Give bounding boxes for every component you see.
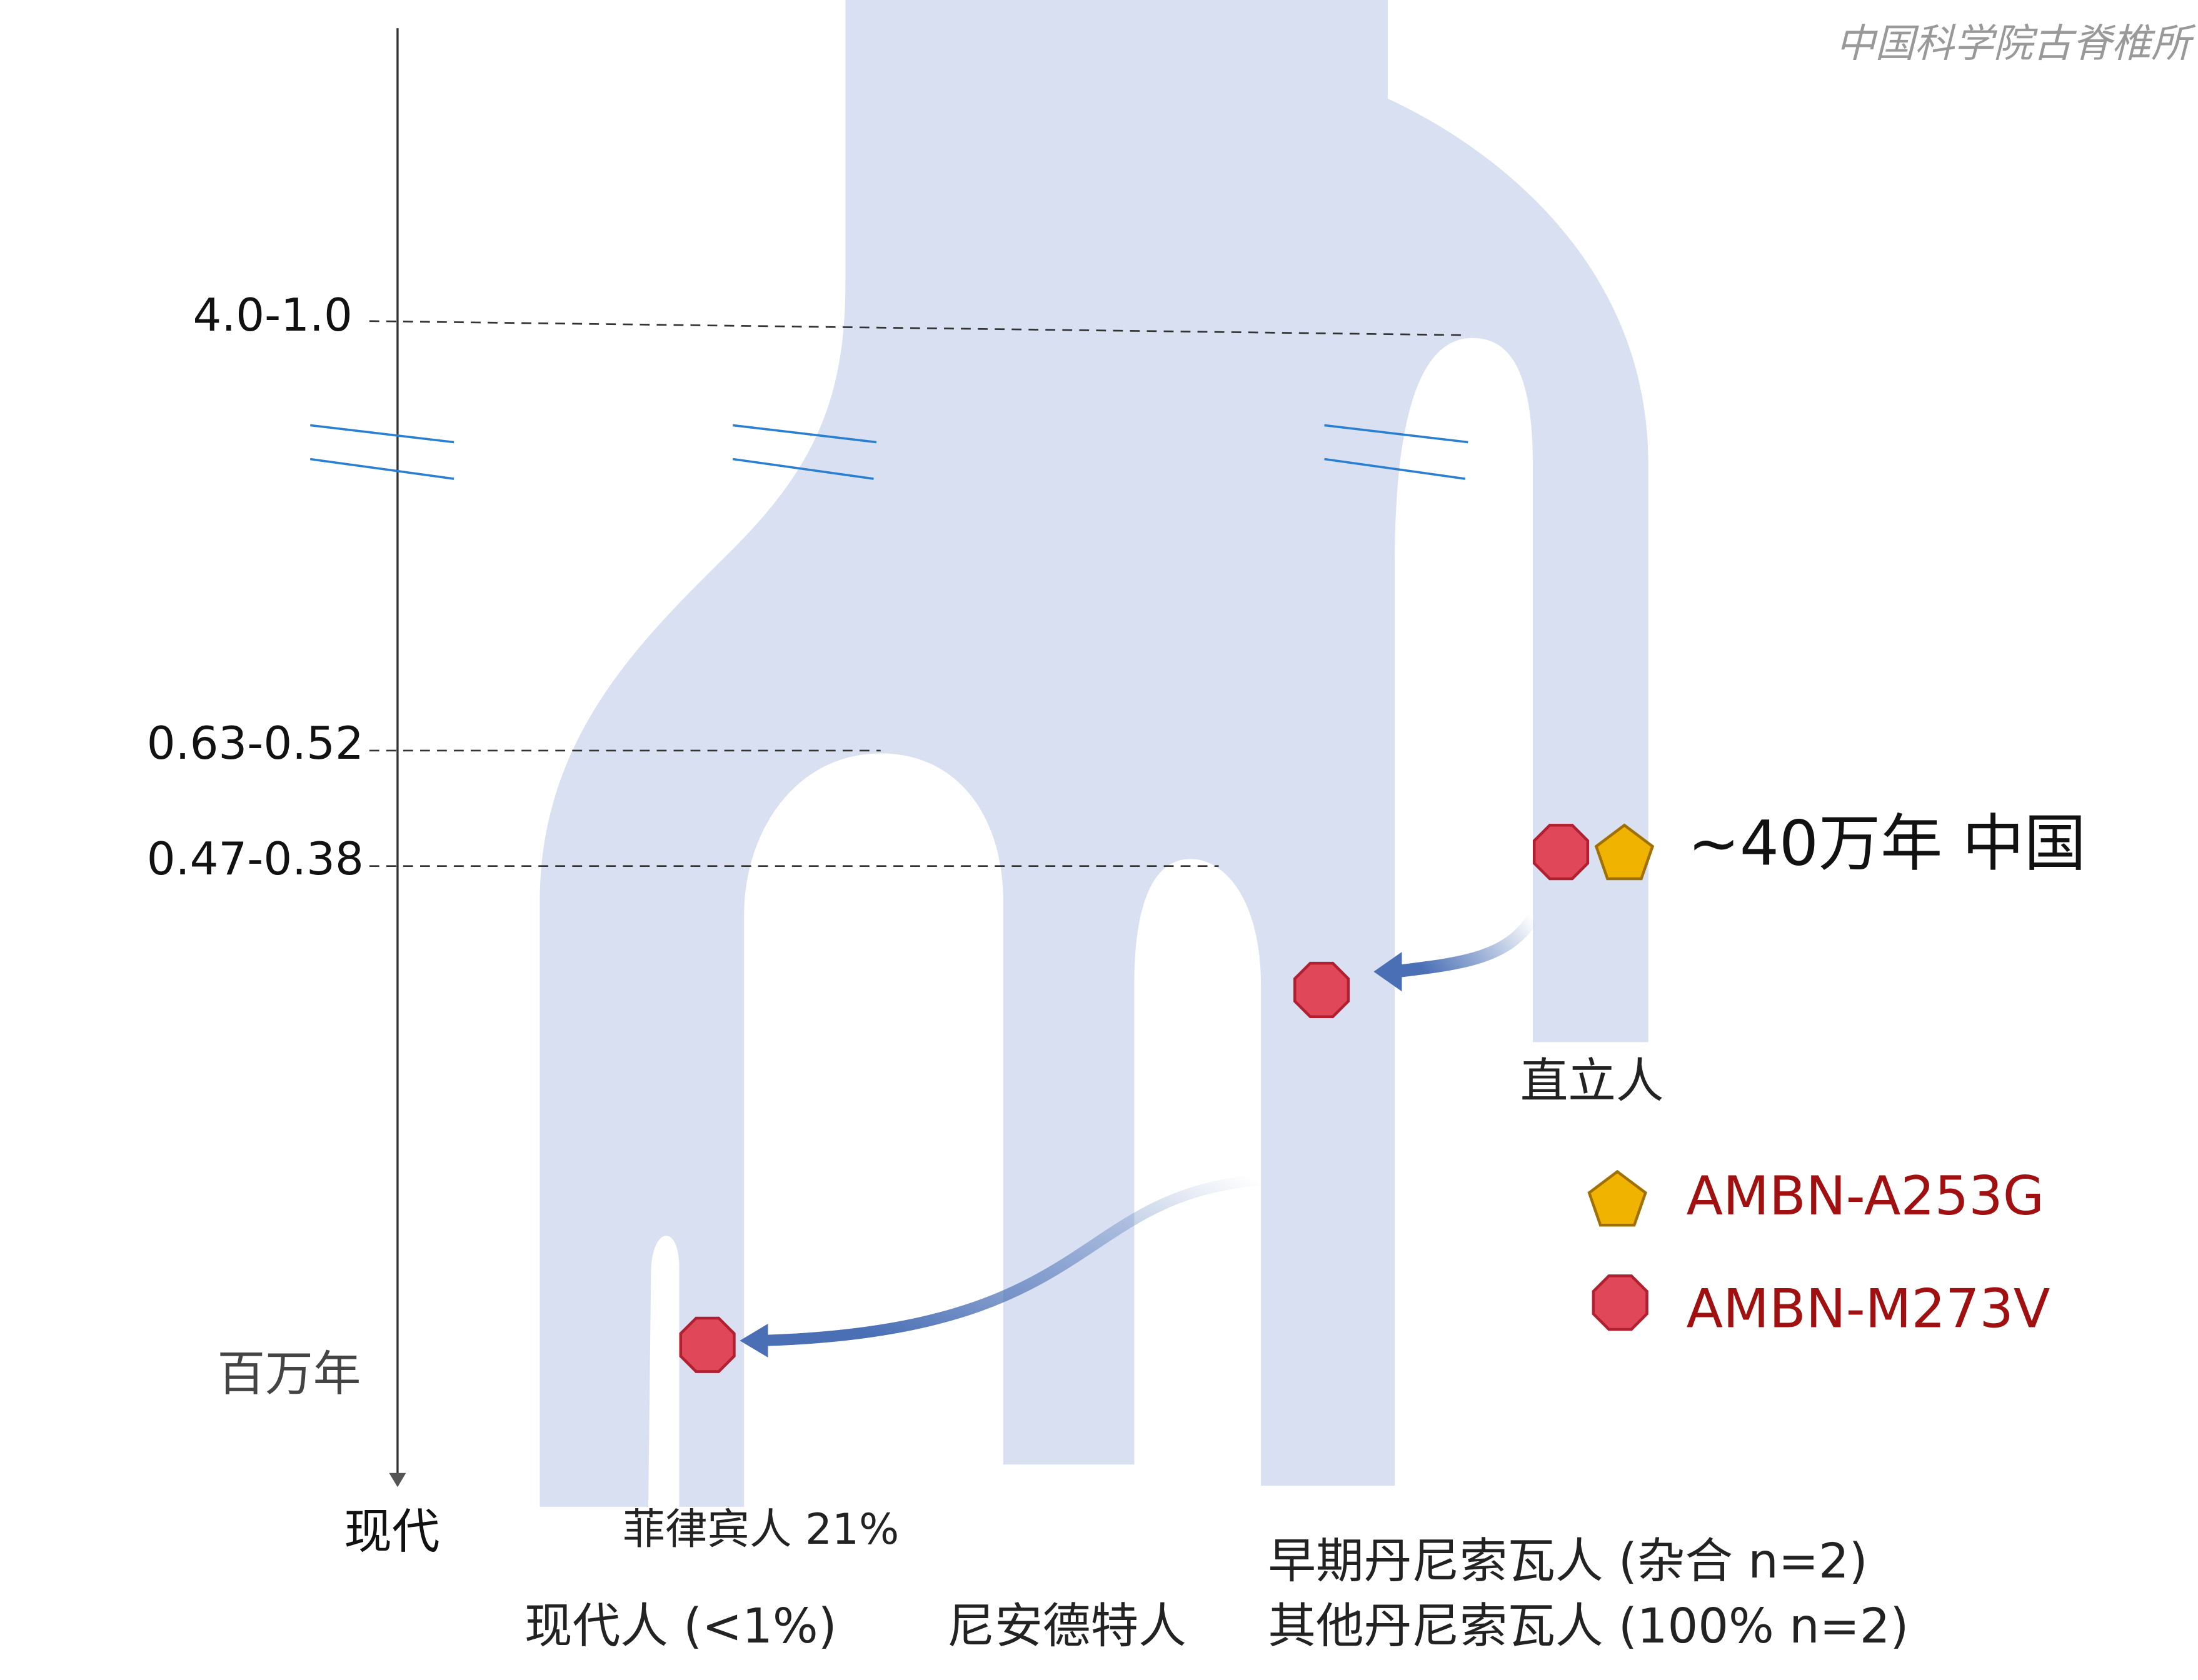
- axis-end-label: 现代: [344, 1504, 439, 1560]
- legend-marker: [1587, 1169, 1647, 1227]
- lineage-tree: [539, 0, 1649, 1507]
- time-label: 0.47-0.38: [147, 833, 364, 886]
- time-label: 4.0-1.0: [193, 289, 353, 342]
- time-label: 0.63-0.52: [147, 718, 364, 770]
- axis-unit: 百万年: [218, 1347, 361, 1402]
- m273v-marker: [1293, 961, 1350, 1019]
- lineage-label: 直立人: [1520, 1054, 1664, 1109]
- arrow-head: [740, 1323, 768, 1358]
- gene-flow-arrow: [1393, 914, 1538, 978]
- legend-marker: [1592, 1274, 1649, 1331]
- time-line: [369, 320, 1465, 336]
- legend-label: AMBN-A253G: [1687, 1166, 2045, 1228]
- m273v-marker: [1532, 824, 1590, 881]
- arrow-head: [1373, 952, 1402, 992]
- watermark: 中国科学院古脊椎所: [1835, 20, 2196, 66]
- gene-flow-arrow: [760, 1174, 1259, 1347]
- lineage-label: 尼安德特人: [947, 1599, 1187, 1654]
- lineage-label: 现代人 (<1%): [524, 1599, 837, 1654]
- legend-label: AMBN-M273V: [1687, 1278, 2050, 1340]
- m273v-marker: [679, 1316, 736, 1373]
- a253g-marker: [1594, 823, 1655, 881]
- lineage-label: 早期丹尼索瓦人 (杂合 n=2): [1268, 1534, 1867, 1589]
- annotation: ~40万年 中国: [1688, 808, 2086, 880]
- lineage-label: 菲律宾人 21%: [623, 1504, 899, 1554]
- lineage-label: 其他丹尼索瓦人 (100% n=2): [1268, 1599, 1909, 1654]
- axis-breaks: [309, 424, 1468, 480]
- axis-arrow: [389, 1472, 406, 1488]
